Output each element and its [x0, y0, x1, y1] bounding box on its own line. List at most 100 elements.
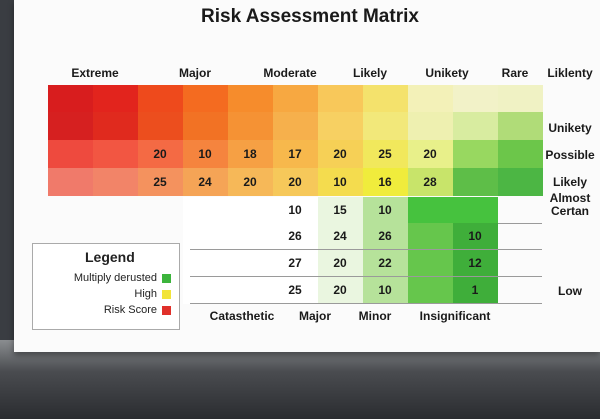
- matrix-cell: [408, 168, 453, 196]
- matrix-cell: [273, 85, 318, 112]
- cell-value: 25: [153, 175, 167, 189]
- matrix-cell: [273, 197, 318, 224]
- matrix-cell: [93, 140, 138, 168]
- matrix-cell: [318, 223, 363, 250]
- cell-value: 10: [198, 147, 212, 161]
- legend: Legend Multiply derusted High Risk Score: [32, 243, 180, 330]
- matrix-cell: [318, 250, 363, 277]
- matrix-cell: [183, 85, 228, 112]
- bottom-label: Catasthetic: [209, 309, 275, 323]
- matrix-cell: [48, 85, 93, 112]
- matrix-cell: [318, 112, 363, 140]
- cell-value: 20: [333, 147, 347, 161]
- cell-value: 24: [198, 175, 212, 189]
- row-label: Likely: [552, 175, 588, 189]
- legend-swatch: [162, 274, 171, 283]
- matrix-cell: [498, 112, 543, 140]
- matrix-cell: [408, 85, 453, 112]
- matrix-cell: [228, 197, 273, 224]
- cell-value: 10: [378, 283, 392, 297]
- matrix-cell: [453, 140, 498, 168]
- matrix-cell: [408, 250, 453, 277]
- cell-value: 10: [378, 203, 392, 217]
- matrix-cell: [453, 250, 498, 277]
- cell-value: 18: [243, 147, 257, 161]
- matrix-cell: [48, 168, 93, 196]
- cell-value: 12: [468, 256, 482, 270]
- matrix-cell: [408, 140, 453, 168]
- cell-value: 28: [423, 175, 437, 189]
- matrix-cell: [318, 277, 363, 304]
- matrix-cell: [408, 277, 453, 304]
- matrix-cell: [228, 223, 273, 250]
- column-header: Liklenty: [547, 66, 593, 80]
- matrix-cell: [498, 85, 543, 112]
- matrix-cell: [183, 140, 228, 168]
- bottom-label: Minor: [358, 309, 392, 323]
- matrix-cell: [363, 197, 408, 224]
- matrix-cell: [228, 112, 273, 140]
- column-header: Moderate: [263, 66, 317, 80]
- row-label: Unikety: [548, 121, 592, 135]
- cell-value: 24: [333, 229, 347, 243]
- legend-label: Risk Score: [103, 304, 157, 316]
- title: Risk Assessment Matrix: [201, 6, 419, 27]
- legend-title: Legend: [85, 249, 135, 265]
- row-label: Almost Certan: [549, 191, 591, 218]
- cell-value: 20: [333, 283, 347, 297]
- matrix-cell: [453, 277, 498, 304]
- matrix-cell: [93, 168, 138, 196]
- matrix-cell: [273, 168, 318, 196]
- cell-value: 15: [333, 203, 347, 217]
- matrix-cell: [453, 85, 498, 112]
- matrix-cell: [453, 197, 498, 224]
- matrix-cell: [363, 112, 408, 140]
- cell-value: 20: [243, 175, 257, 189]
- cell-value: 1: [471, 283, 479, 297]
- column-header: Likely: [352, 66, 388, 80]
- cell-value: 10: [333, 175, 347, 189]
- cell-value: 16: [378, 175, 392, 189]
- legend-swatch: [162, 306, 171, 315]
- matrix-cell: [273, 140, 318, 168]
- matrix-cell: [318, 168, 363, 196]
- cell-value: 17: [288, 147, 302, 161]
- matrix-cell: [93, 85, 138, 112]
- matrix-cell: [138, 112, 183, 140]
- matrix-cell: [228, 140, 273, 168]
- matrix-cell: [273, 112, 318, 140]
- row-label: Possible: [545, 148, 595, 162]
- cell-value: 26: [288, 229, 302, 243]
- matrix-cell: [183, 112, 228, 140]
- matrix-cell: [453, 112, 498, 140]
- matrix-cell: [183, 250, 228, 277]
- cell-value: 22: [378, 256, 392, 270]
- cell-value: 27: [288, 256, 302, 270]
- row-line: [190, 249, 542, 250]
- row-line: [190, 303, 542, 304]
- matrix-cell: [498, 140, 543, 168]
- matrix-cell: [408, 112, 453, 140]
- matrix-cell: [48, 140, 93, 168]
- matrix-cell: [318, 140, 363, 168]
- cell-value: 26: [378, 229, 392, 243]
- matrix-cell: [138, 168, 183, 196]
- cell-value: 25: [288, 283, 302, 297]
- column-header: Rare: [501, 66, 529, 80]
- matrix-cell: [363, 250, 408, 277]
- matrix-cell: [453, 168, 498, 196]
- cell-value: 20: [333, 256, 347, 270]
- column-header: Unikety: [425, 66, 469, 80]
- column-header: Major: [178, 66, 212, 80]
- matrix-cell: [138, 140, 183, 168]
- legend-swatch: [162, 290, 171, 299]
- matrix-cell: [93, 112, 138, 140]
- matrix-cell: [183, 277, 228, 304]
- matrix-cell: [228, 277, 273, 304]
- matrix-cell: [408, 197, 453, 224]
- column-header: Extreme: [71, 66, 119, 80]
- matrix-cell: [273, 250, 318, 277]
- matrix-cell: [183, 197, 228, 224]
- matrix-cell: [408, 223, 453, 250]
- matrix-cell: [183, 168, 228, 196]
